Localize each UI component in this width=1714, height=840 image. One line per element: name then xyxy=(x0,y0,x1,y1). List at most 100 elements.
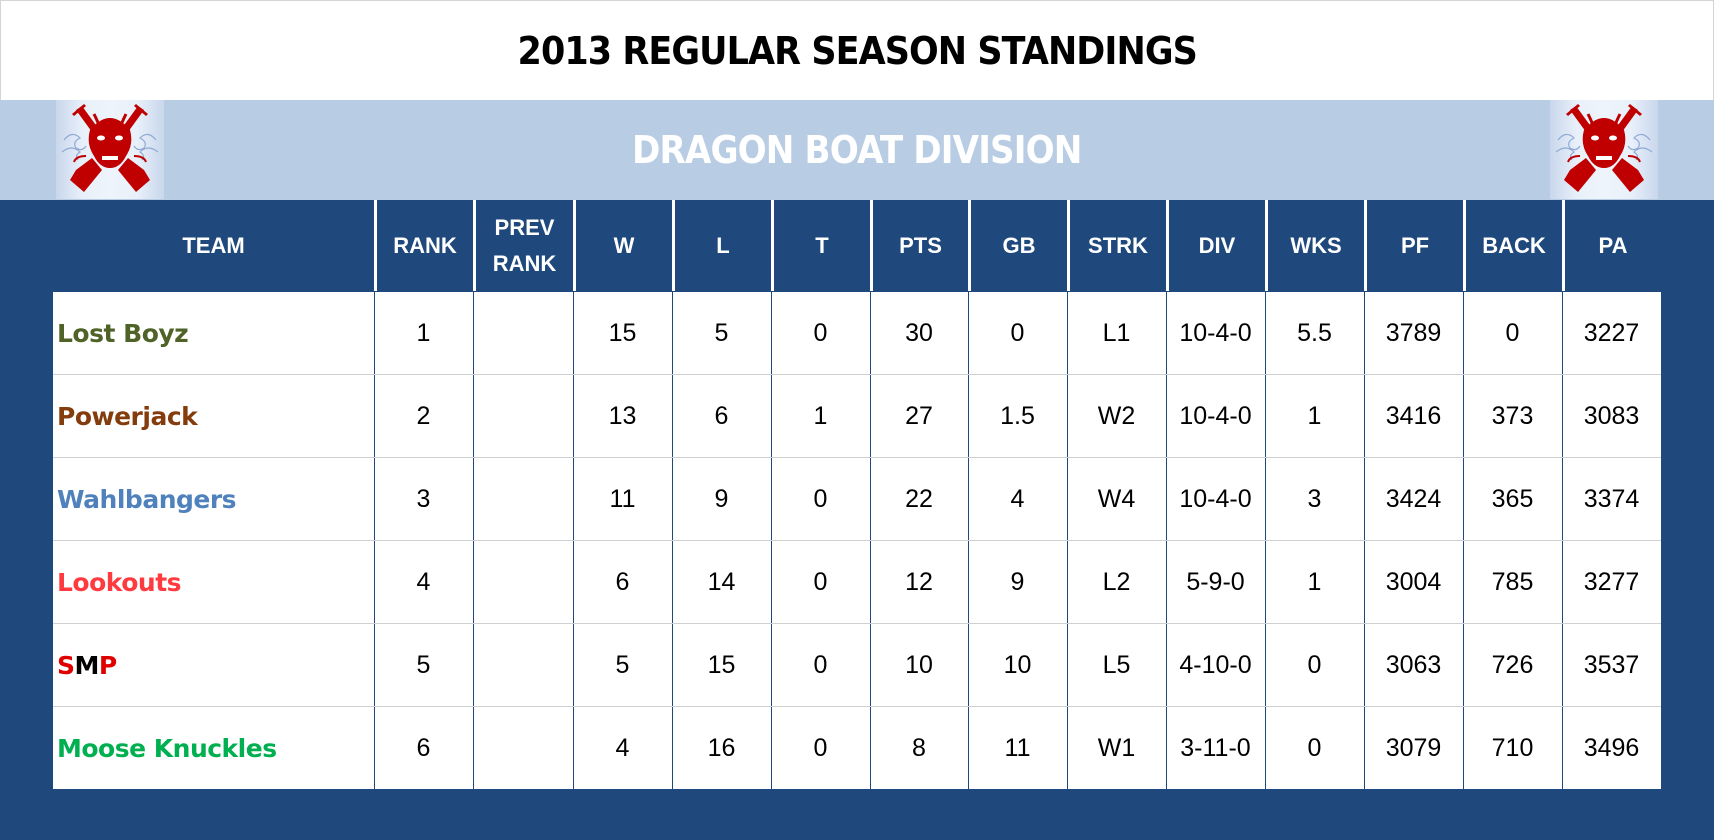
header-separator xyxy=(870,200,873,291)
header-team: TEAM xyxy=(182,232,245,258)
points-for-cell: 3004 xyxy=(1385,568,1442,596)
division-record-cell: 10-4-0 xyxy=(1179,402,1252,430)
streak-cell: L5 xyxy=(1102,651,1131,679)
losses-cell: 6 xyxy=(714,402,729,430)
points-against-cell: 3496 xyxy=(1583,734,1640,762)
back-cell: 785 xyxy=(1491,568,1534,596)
ties-cell: 1 xyxy=(813,402,828,430)
team-name-part: M xyxy=(74,651,100,680)
header-separator xyxy=(968,200,971,291)
team-name: Moose Knuckles xyxy=(57,734,277,763)
prev-rank-cell xyxy=(473,541,573,624)
header-gb: GB xyxy=(1002,232,1036,258)
streak-cell: L2 xyxy=(1102,568,1131,596)
division-banner: DRAGON BOAT DIVISION xyxy=(0,100,1714,200)
streak-cell: W4 xyxy=(1097,485,1136,513)
division-title: DRAGON BOAT DIVISION xyxy=(632,128,1082,172)
header-pts: PTS xyxy=(899,232,942,258)
points-for-cell: 3063 xyxy=(1385,651,1442,679)
rank-cell: 2 xyxy=(416,402,431,430)
division-record-cell: 10-4-0 xyxy=(1179,319,1252,347)
division-record-cell: 10-4-0 xyxy=(1179,485,1252,513)
wins-cell: 11 xyxy=(609,485,636,513)
team-name: Lookouts xyxy=(57,568,182,597)
points-against-cell: 3227 xyxy=(1583,319,1640,347)
table-body: Lost Boyz 1 15 5 0 30 0 L1 10-4-0 5.5 37… xyxy=(53,292,1661,789)
wins-cell: 4 xyxy=(615,734,630,762)
ties-cell: 0 xyxy=(813,651,828,679)
header-rank: RANK xyxy=(393,232,457,258)
weeks-cell: 0 xyxy=(1307,734,1322,762)
header-separator xyxy=(672,200,675,291)
rank-cell: 4 xyxy=(416,568,431,596)
streak-cell: W1 xyxy=(1097,734,1136,762)
table-row: Moose Knuckles 6 4 16 0 8 11 W1 3-11-0 0… xyxy=(53,707,1661,790)
row-divider xyxy=(53,623,1661,624)
header-separator xyxy=(1166,200,1169,291)
losses-cell: 9 xyxy=(714,485,729,513)
points-cell: 30 xyxy=(905,319,933,347)
header-pa: PA xyxy=(1598,232,1628,258)
weeks-cell: 3 xyxy=(1307,485,1322,513)
division-record-cell: 5-9-0 xyxy=(1186,568,1245,596)
header-separator xyxy=(1067,200,1070,291)
division-record-cell: 3-11-0 xyxy=(1180,734,1251,762)
weeks-cell: 5.5 xyxy=(1297,319,1332,347)
header-separator xyxy=(374,200,377,291)
back-cell: 726 xyxy=(1491,651,1534,679)
header-l: L xyxy=(716,232,730,258)
points-cell: 12 xyxy=(905,568,933,596)
division-record-cell: 4-10-0 xyxy=(1179,651,1252,679)
header-separator xyxy=(1562,200,1565,291)
points-against-cell: 3083 xyxy=(1583,402,1640,430)
games-behind-cell: 11 xyxy=(1004,734,1031,762)
points-for-cell: 3424 xyxy=(1385,485,1442,513)
header-w: W xyxy=(613,232,635,258)
games-behind-cell: 0 xyxy=(1010,319,1025,347)
losses-cell: 5 xyxy=(714,319,729,347)
prev-rank-cell xyxy=(473,375,573,458)
losses-cell: 14 xyxy=(707,568,736,596)
games-behind-cell: 9 xyxy=(1010,568,1025,596)
header-separator xyxy=(771,200,774,291)
header-prev-rank-line2: RANK xyxy=(492,250,557,276)
team-name: Powerjack xyxy=(57,402,198,431)
losses-cell: 16 xyxy=(707,734,736,762)
rank-cell: 6 xyxy=(416,734,431,762)
header-prev-rank-line1: PREV xyxy=(494,214,555,240)
row-divider xyxy=(53,706,1661,707)
dragon-boat-logo-icon xyxy=(56,100,164,199)
page-title: 2013 REGULAR SEASON STANDINGS xyxy=(517,28,1197,73)
header-separator xyxy=(1364,200,1367,291)
points-against-cell: 3537 xyxy=(1583,651,1640,679)
header-pf: PF xyxy=(1400,232,1430,258)
games-behind-cell: 4 xyxy=(1010,485,1025,513)
back-cell: 710 xyxy=(1491,734,1534,762)
standings-table: TEAM RANK PREV RANK W L T PTS GB STRK DI… xyxy=(0,200,1714,840)
wins-cell: 15 xyxy=(608,319,637,347)
header-back: BACK xyxy=(1482,232,1546,258)
rank-cell: 5 xyxy=(416,651,431,679)
row-divider xyxy=(53,457,1661,458)
header-separator xyxy=(1463,200,1466,291)
wins-cell: 6 xyxy=(615,568,630,596)
games-behind-cell: 1.5 xyxy=(1000,402,1035,430)
rank-cell: 3 xyxy=(416,485,431,513)
table-row: Lost Boyz 1 15 5 0 30 0 L1 10-4-0 5.5 37… xyxy=(53,292,1661,375)
points-for-cell: 3789 xyxy=(1385,319,1442,347)
back-cell: 373 xyxy=(1491,402,1534,430)
points-against-cell: 3374 xyxy=(1583,485,1640,513)
header-t: T xyxy=(815,232,829,258)
header-prev-rank: PREV RANK xyxy=(476,200,573,291)
table-row: Powerjack 2 13 6 1 27 1.5 W2 10-4-0 1 34… xyxy=(53,375,1661,458)
weeks-cell: 1 xyxy=(1307,402,1322,430)
ties-cell: 0 xyxy=(813,734,828,762)
header-separator xyxy=(473,200,476,291)
row-divider xyxy=(53,540,1661,541)
ties-cell: 0 xyxy=(813,319,828,347)
row-divider xyxy=(53,374,1661,375)
team-name-part: P xyxy=(98,651,117,680)
wins-cell: 5 xyxy=(615,651,630,679)
